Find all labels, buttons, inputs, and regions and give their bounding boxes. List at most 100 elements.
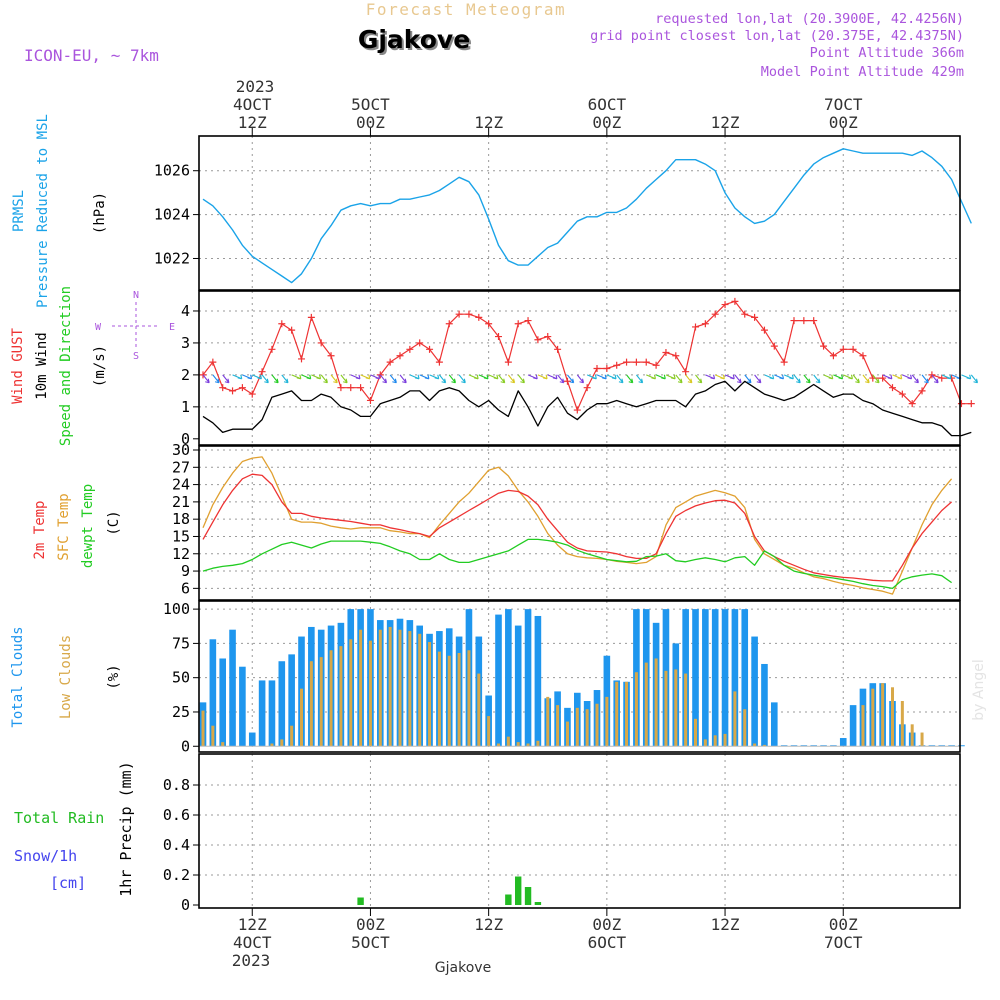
low-cloud-bar [280, 739, 284, 747]
low-cloud-bar [339, 646, 343, 747]
wind-direction-arrow [311, 374, 322, 380]
total-rain-label: Total Rain [14, 809, 104, 827]
ytick-label: 0 [181, 896, 190, 914]
wind-direction-arrow [764, 374, 775, 380]
total-cloud-bar [751, 636, 758, 747]
gust-point [514, 320, 522, 328]
bottom-hour-label: 00Z [592, 915, 621, 934]
gust-point [731, 297, 739, 305]
wind-direction-arrow [970, 374, 979, 384]
low-cloud-bar [447, 655, 451, 747]
gust-point [672, 352, 680, 360]
wind-direction-arrow [360, 374, 371, 380]
ytick-label: 12 [172, 545, 190, 563]
gust-point [435, 358, 443, 366]
snow-label: Snow/1h [14, 847, 77, 865]
wind-direction-arrow [478, 374, 489, 380]
low-cloud-bar [910, 724, 914, 747]
low-cloud-bar [762, 744, 766, 747]
precip-axis-label: 1hr Precip (mm) [117, 761, 135, 896]
wind-direction-arrow [291, 374, 302, 380]
top-hour-label: 12Z [238, 113, 267, 132]
total-cloud-bar [219, 658, 226, 747]
gust-point [652, 361, 660, 369]
gust-point [889, 384, 896, 392]
gust-point [347, 384, 355, 392]
gust-point [406, 345, 414, 353]
wind-direction-arrow [488, 374, 499, 380]
wind-direction-arrow [931, 374, 939, 384]
requested-coords: requested lon,lat (20.3900E, 42.4256N) [655, 11, 964, 27]
wind-direction-arrow [724, 374, 735, 380]
gust-point [485, 320, 493, 328]
wind-unit: (m/s) [92, 345, 108, 387]
wind-direction-arrow [941, 374, 952, 380]
wind-direction-arrow [695, 374, 703, 384]
gust-line [202, 300, 972, 411]
bottom-date-label: 6OCT [588, 933, 627, 952]
wind-direction-arrow [705, 374, 716, 380]
top-hour-label: 00Z [592, 113, 621, 132]
gust-point [918, 387, 926, 395]
wind-direction-arrow [498, 374, 506, 384]
ytick-label: 18 [172, 510, 190, 528]
total-cloud-bar [702, 609, 709, 747]
low-cloud-bar [408, 631, 412, 747]
total-cloud-bar [692, 609, 699, 747]
top-hour-label: 00Z [829, 113, 858, 132]
wind-direction-arrow [961, 374, 972, 380]
wind-direction-arrow [921, 374, 929, 384]
top-year-label: 2023 [236, 77, 275, 96]
wind-direction-arrow [419, 374, 430, 380]
pressure-unit: (hPa) [92, 192, 108, 234]
low-cloud-bar [349, 639, 353, 747]
low-cloud-bar [743, 709, 747, 747]
ytick-label: 30 [172, 441, 190, 459]
wind-direction-arrow [872, 374, 880, 384]
wind-direction-arrow [458, 374, 466, 384]
low-cloud-bar [556, 705, 560, 747]
wind-direction-arrow [892, 374, 903, 380]
top-hour-label: 12Z [711, 113, 740, 132]
wind-direction-arrow [468, 374, 479, 380]
wind-label: 10m Wind [34, 332, 50, 399]
gust-point [957, 400, 965, 408]
compass-w: W [95, 322, 102, 333]
low-cloud-bar [368, 640, 372, 747]
gust-point [219, 384, 227, 392]
gust-point [248, 390, 256, 398]
location-title-front: Gjakove [358, 25, 470, 54]
low-cloud-bar [536, 740, 540, 747]
low-cloud-bar [290, 725, 294, 747]
gust-point [258, 368, 266, 376]
wind-direction-arrow [911, 374, 919, 384]
wind-direction-arrow [242, 374, 253, 380]
panel-frame [198, 753, 961, 909]
gust-point [199, 371, 207, 379]
total-cloud-bar [258, 680, 266, 747]
model-label: ICON-EU, ~ 7km [24, 46, 159, 65]
gust-point [770, 342, 778, 350]
low-cloud-bar [753, 743, 757, 747]
ytick-label: 1 [181, 398, 190, 416]
gust-point [386, 358, 394, 366]
gust-point [376, 371, 384, 379]
rain-bar [515, 876, 522, 905]
wind-direction-arrow [261, 374, 269, 384]
wind-direction-arrow [517, 374, 525, 384]
pressure-label-2: Pressure Reduced to MSL [35, 114, 51, 308]
gust-point [583, 384, 591, 392]
wind-direction-arrow [370, 374, 381, 380]
gust-point [307, 313, 315, 321]
wind-direction-arrow [340, 374, 348, 384]
wind-direction-arrow [616, 374, 624, 384]
ytick-label: 1024 [154, 206, 190, 224]
wind-direction-arrow [409, 374, 420, 380]
gust-point [504, 358, 512, 366]
bottom-date-label: 4OCT [233, 933, 272, 952]
wind-direction-arrow [665, 374, 676, 380]
low-cloud-bar [585, 709, 589, 747]
gust-point [238, 384, 246, 392]
gust-point [839, 345, 847, 353]
low-cloud-bar [703, 739, 707, 747]
